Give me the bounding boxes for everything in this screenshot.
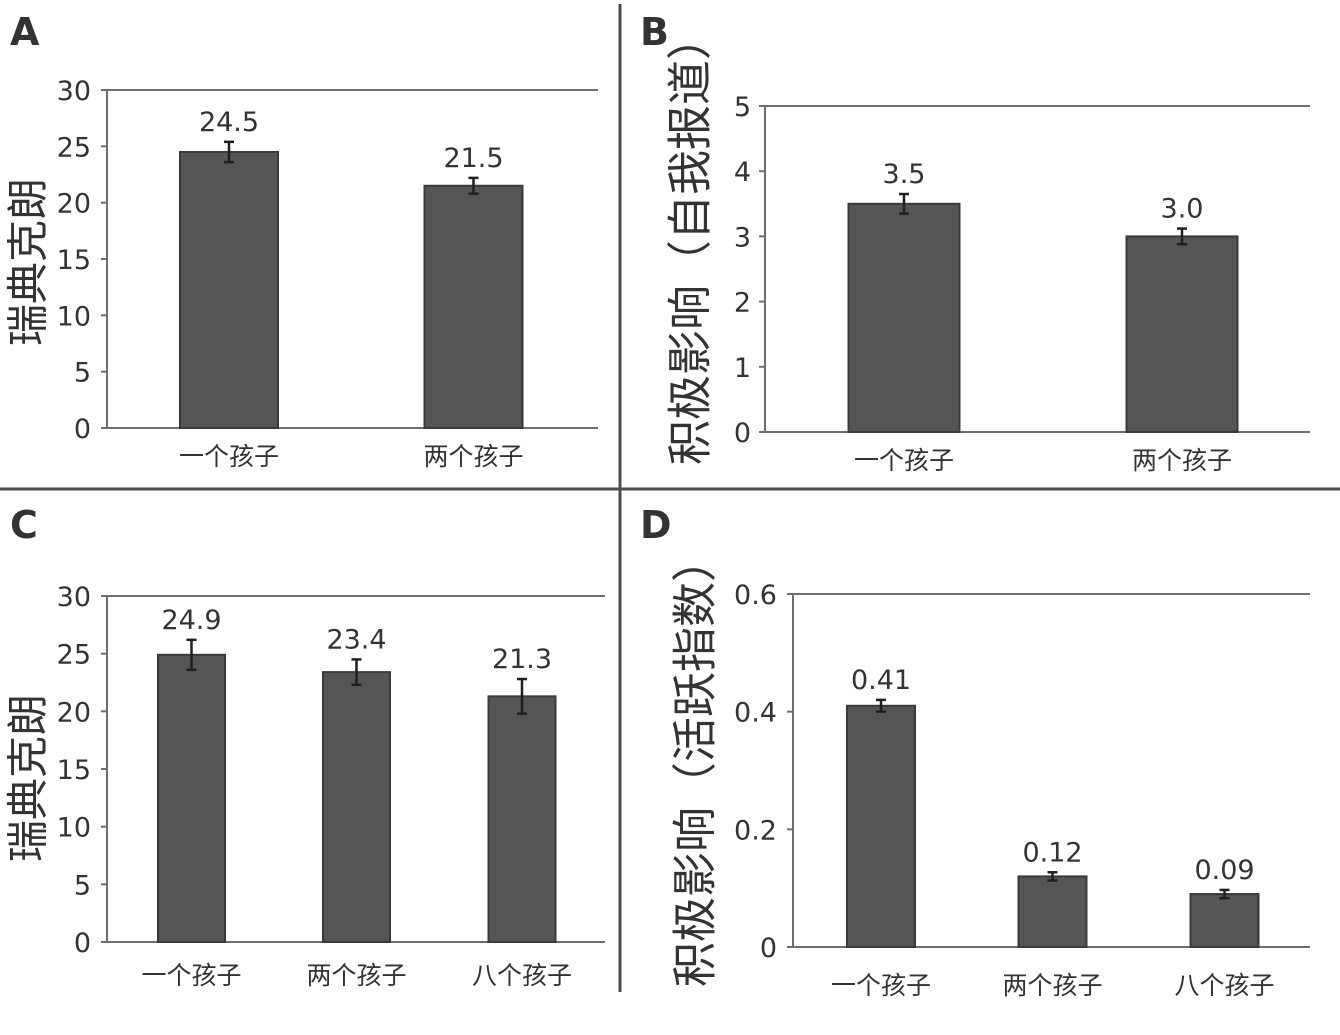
- bar: [322, 671, 391, 943]
- value-label: 0.12: [1022, 837, 1082, 868]
- bar: [1017, 875, 1088, 949]
- y-tick-label: 1: [734, 353, 751, 384]
- y-tick-label: 0.2: [734, 815, 777, 846]
- y-tick-label: 5: [734, 92, 751, 123]
- panel-label-b: B: [640, 10, 669, 54]
- y-tick-label: 2: [734, 288, 751, 319]
- panel-label-d: D: [640, 503, 672, 547]
- chart-panels: A瑞典克朗05101520253024.5一个孩子21.5两个孩子B积极影响（自…: [4, 10, 1310, 1000]
- value-label: 3.0: [1161, 194, 1204, 225]
- value-label: 24.5: [199, 107, 259, 138]
- y-axis-label: 瑞典克朗: [4, 178, 53, 346]
- y-tick-label: 0: [74, 414, 91, 445]
- bar: [846, 704, 916, 948]
- y-tick-label: 5: [74, 358, 91, 389]
- x-category-label: 一个孩子: [854, 446, 954, 475]
- y-tick-label: 30: [57, 582, 91, 613]
- y-tick-label: 10: [57, 813, 91, 844]
- y-tick-label: 10: [57, 301, 91, 332]
- value-label: 24.9: [161, 605, 221, 636]
- value-label: 3.5: [883, 159, 926, 190]
- value-label: 0.09: [1194, 855, 1254, 886]
- x-category-label: 两个孩子: [423, 442, 523, 471]
- y-tick-label: 0: [734, 418, 751, 449]
- y-tick-label: 3: [734, 222, 751, 253]
- bar: [1125, 235, 1239, 433]
- y-tick-label: 15: [57, 755, 91, 786]
- panel-c: C 瑞典克朗 0 5 10 15 20 25 30 24.9 一个孩子 23.4 两个孩子 21.3 八个孩…: [4, 503, 605, 990]
- y-tick-label: 0.4: [734, 698, 777, 729]
- x-category-label: 八个孩子: [1174, 971, 1274, 1000]
- panel-label-c: C: [10, 503, 38, 547]
- bar: [487, 695, 557, 944]
- value-label: 21.5: [443, 143, 503, 174]
- x-category-label: 两个孩子: [1002, 971, 1102, 1000]
- y-tick-label: 4: [734, 157, 751, 188]
- y-axis-label: 瑞典克朗: [4, 694, 53, 862]
- value-label: 0.41: [851, 665, 911, 696]
- panel-a: A 瑞典克朗 0 5 10 15 20 25 30 24.5 一个孩子 21.5 两个孩子: [4, 10, 598, 471]
- y-tick-label: 30: [57, 76, 91, 107]
- bar: [179, 150, 279, 429]
- y-tick-label: 0.6: [734, 580, 777, 611]
- y-axis-label: 积极影响（自我报道）: [664, 15, 717, 465]
- y-tick-label: 0: [74, 928, 91, 959]
- panel-label-a: A: [10, 10, 40, 54]
- y-tick-label: 20: [57, 697, 91, 728]
- y-tick-label: 25: [57, 640, 91, 671]
- y-tick-label: 25: [57, 132, 91, 163]
- value-label: 21.3: [492, 644, 552, 675]
- x-category-label: 一个孩子: [141, 961, 241, 990]
- bar: [157, 653, 226, 943]
- value-label: 23.4: [326, 624, 386, 655]
- y-tick-label: 5: [74, 870, 91, 901]
- x-category-label: 一个孩子: [831, 971, 931, 1000]
- y-tick-label: 0: [760, 933, 777, 964]
- x-category-label: 两个孩子: [1132, 446, 1232, 475]
- y-tick-label: 20: [57, 189, 91, 220]
- x-category-label: 八个孩子: [472, 961, 572, 990]
- bar: [847, 202, 961, 433]
- bar: [1189, 893, 1260, 948]
- x-category-label: 一个孩子: [179, 442, 279, 471]
- x-category-label: 两个孩子: [306, 961, 406, 990]
- bar: [423, 184, 524, 429]
- y-axis-label: 积极影响（活跃指数）: [669, 537, 722, 987]
- y-tick-label: 15: [57, 245, 91, 276]
